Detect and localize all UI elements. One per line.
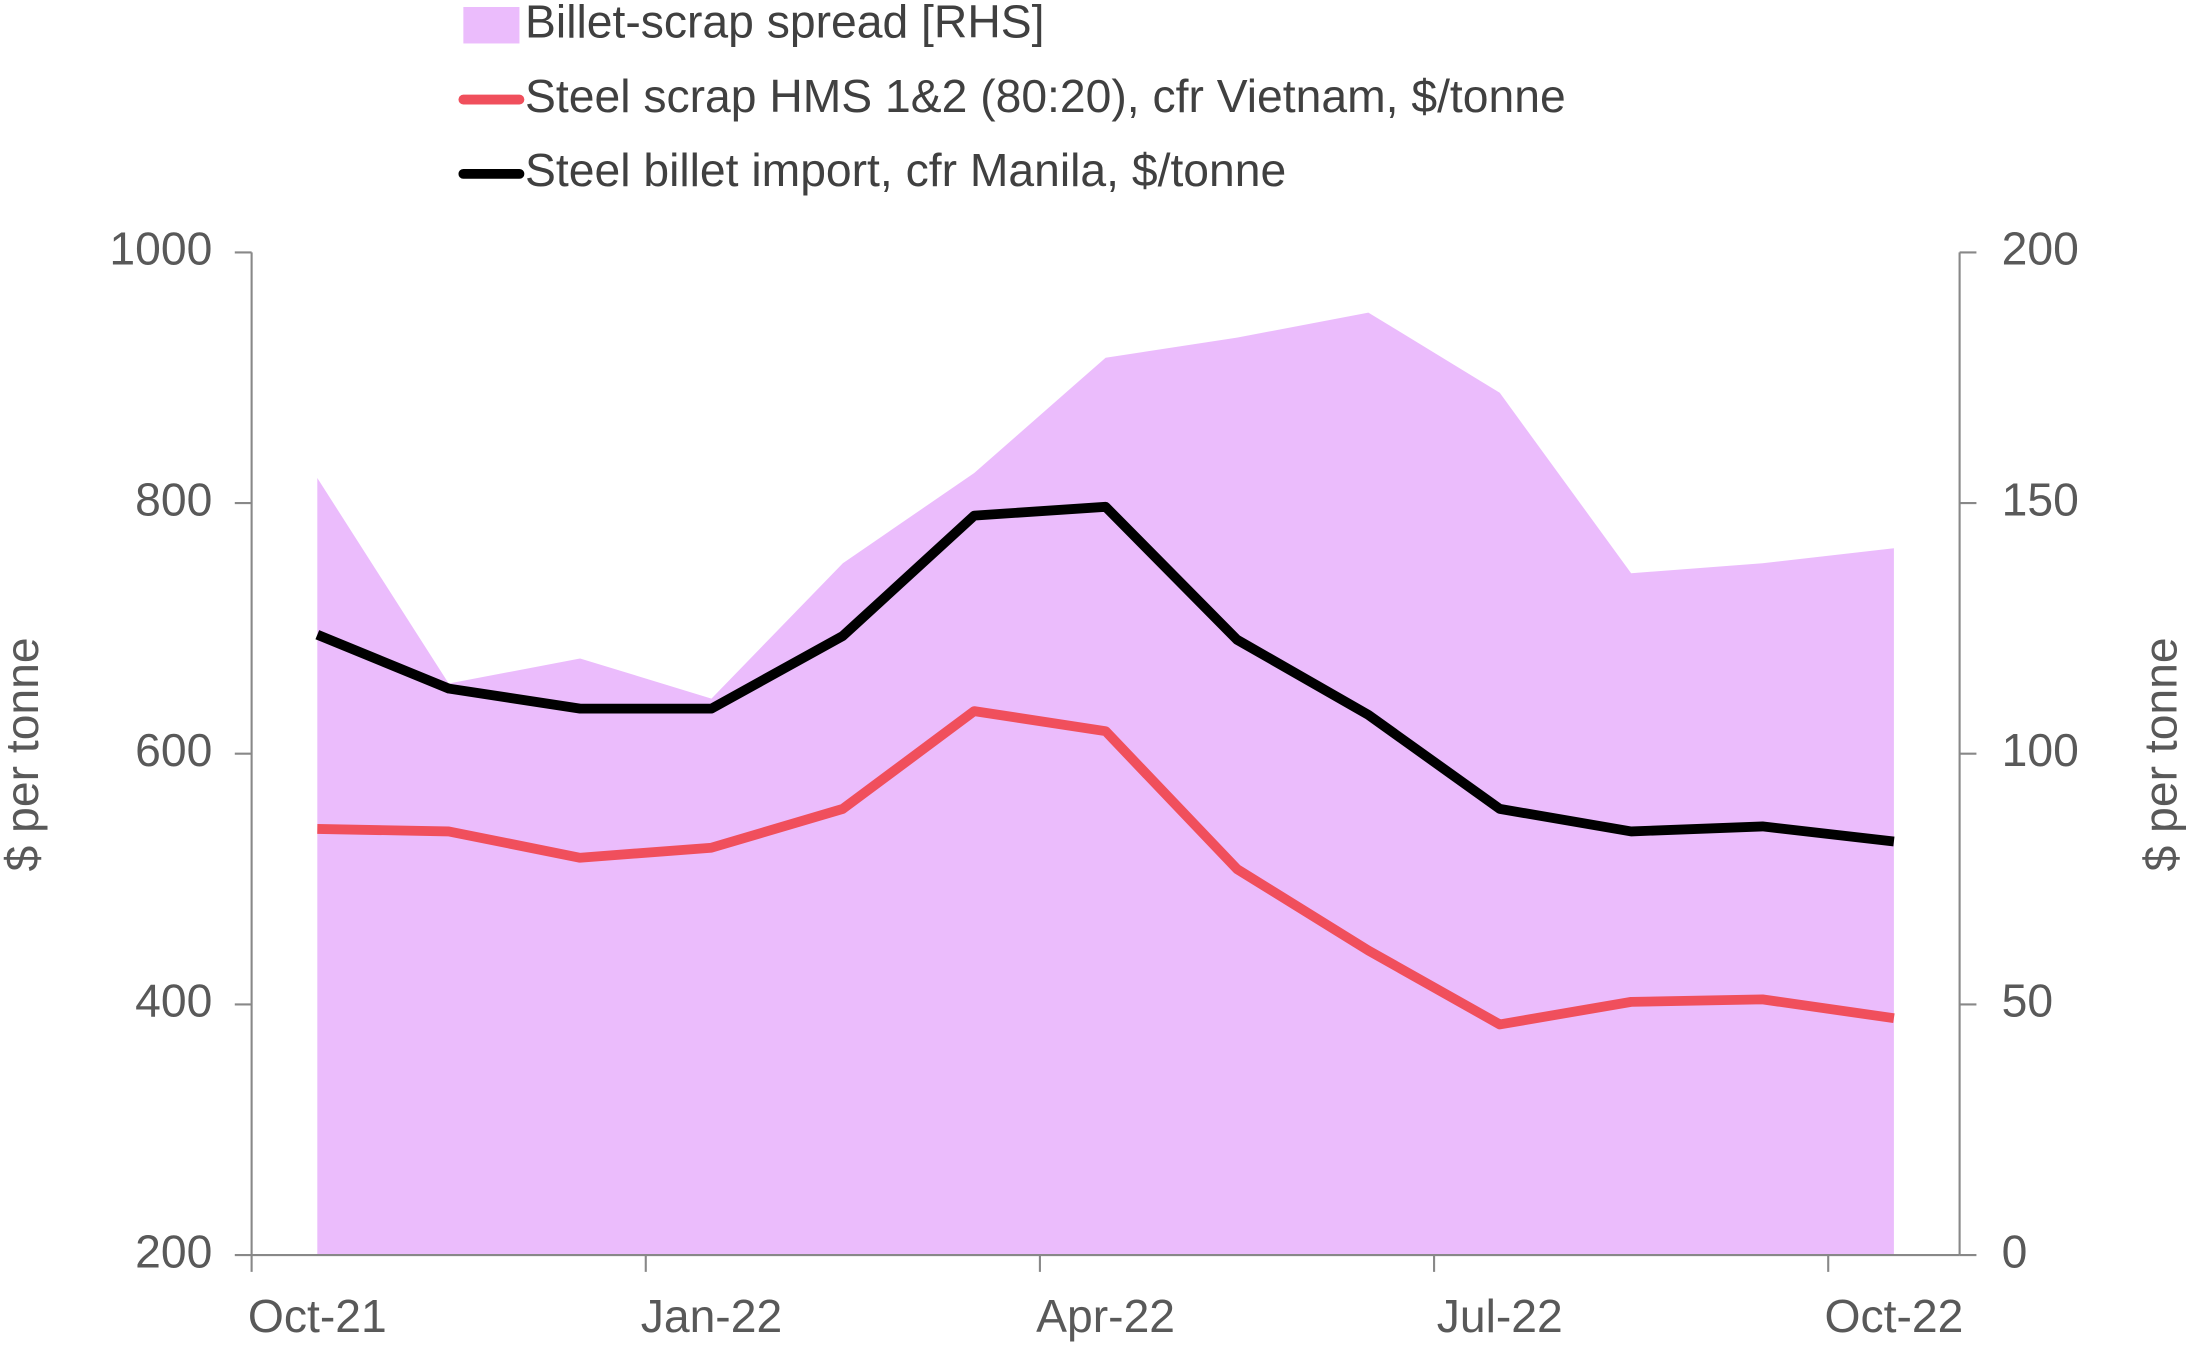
x-tick-label: Oct-21 bbox=[248, 1290, 387, 1342]
y2-tick-label: 50 bbox=[2002, 975, 2053, 1027]
y2-tick-label: 100 bbox=[2002, 724, 2079, 776]
legend-label: Steel scrap HMS 1&2 (80:20), cfr Vietnam… bbox=[525, 70, 1566, 122]
y2-tick-label: 200 bbox=[2002, 223, 2079, 275]
line bbox=[315, 501, 1895, 847]
y-tick-label: 600 bbox=[135, 724, 212, 776]
x-tick-label: Jan-22 bbox=[641, 1290, 782, 1342]
y-axis-label: $ per tonne bbox=[0, 637, 48, 871]
legend-swatch bbox=[463, 7, 520, 44]
area bbox=[317, 312, 1894, 1256]
y-tick-label: 1000 bbox=[109, 223, 212, 275]
x-tick-label: Oct-22 bbox=[1824, 1290, 1963, 1342]
legend-label: Steel billet import, cfr Manila, $/tonne bbox=[525, 144, 1286, 196]
y2-axis-label: $ per tonne bbox=[2135, 637, 2187, 871]
y-tick-label: 400 bbox=[135, 975, 212, 1027]
y2-tick-label: 0 bbox=[2002, 1225, 2028, 1277]
legend-label: Billet-scrap spread [RHS] bbox=[525, 0, 1044, 47]
line bbox=[317, 706, 1895, 1030]
x-tick-label: Jul-22 bbox=[1437, 1290, 1563, 1342]
y-tick-label: 200 bbox=[135, 1225, 212, 1277]
y2-tick-label: 150 bbox=[2002, 473, 2079, 525]
y-tick-label: 800 bbox=[135, 473, 212, 525]
x-tick-label: Apr-22 bbox=[1036, 1290, 1175, 1342]
